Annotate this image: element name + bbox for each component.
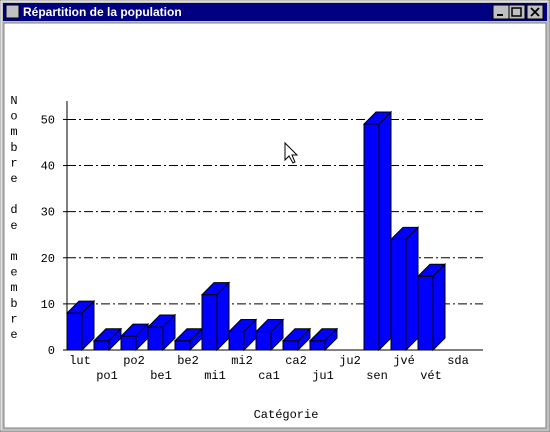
x-axis-label: Catégorie — [254, 408, 319, 422]
x-tick-label: po2 — [123, 354, 145, 368]
bar-front — [363, 123, 380, 351]
window-title: Répartition de la population — [23, 5, 182, 19]
bar-side — [81, 299, 95, 352]
app-icon[interactable] — [5, 4, 20, 19]
x-tick-label: ca1 — [258, 369, 280, 383]
x-tick-label: vét — [420, 369, 442, 383]
title-buttons — [492, 4, 544, 20]
bar-front — [93, 340, 110, 351]
bar-side — [405, 226, 419, 352]
x-tick-label: ju1 — [312, 369, 334, 383]
y-tick-label: 0 — [48, 344, 55, 358]
bar-front — [417, 275, 434, 351]
y-tick-label: 10 — [41, 298, 55, 312]
x-tick-label: lut — [69, 354, 91, 368]
maximize-glyph — [511, 7, 522, 17]
bar-front — [66, 312, 83, 351]
bar-front — [255, 331, 272, 351]
close-glyph — [530, 7, 540, 17]
x-tick-label: jvé — [393, 354, 415, 368]
x-tick-label: sen — [366, 369, 388, 383]
y-tick-label: 30 — [41, 206, 55, 220]
bar-front — [228, 331, 245, 351]
bar-front — [309, 340, 326, 351]
client-area — [3, 22, 547, 429]
x-tick-label: be1 — [150, 369, 172, 383]
y-tick-label: 20 — [41, 252, 55, 266]
x-tick-label: po1 — [96, 369, 118, 383]
bar-front — [201, 294, 218, 351]
bar-front — [120, 335, 137, 351]
bar-front — [147, 326, 164, 351]
bar-side — [216, 281, 230, 352]
bar-side — [270, 318, 284, 352]
x-tick-label: ju2 — [339, 354, 361, 368]
mouse-cursor — [284, 141, 299, 164]
bar-side — [378, 110, 392, 352]
x-tick-label: ca2 — [285, 354, 307, 368]
minimize-button[interactable] — [492, 4, 510, 20]
x-tick-label: sda — [447, 354, 469, 368]
bar-front — [390, 238, 407, 351]
x-tick-label: mi2 — [231, 354, 253, 368]
bar-side — [324, 327, 338, 352]
bar-side — [432, 263, 446, 352]
y-tick-label: 40 — [41, 160, 55, 174]
bar-side — [162, 313, 176, 352]
x-tick-label: be2 — [177, 354, 199, 368]
bar-side — [297, 327, 311, 352]
title-bar — [3, 3, 547, 21]
x-tick-label: mi1 — [204, 369, 226, 383]
bar-front — [282, 340, 299, 351]
y-tick-label: 50 — [41, 113, 55, 127]
bar-front — [174, 340, 191, 351]
